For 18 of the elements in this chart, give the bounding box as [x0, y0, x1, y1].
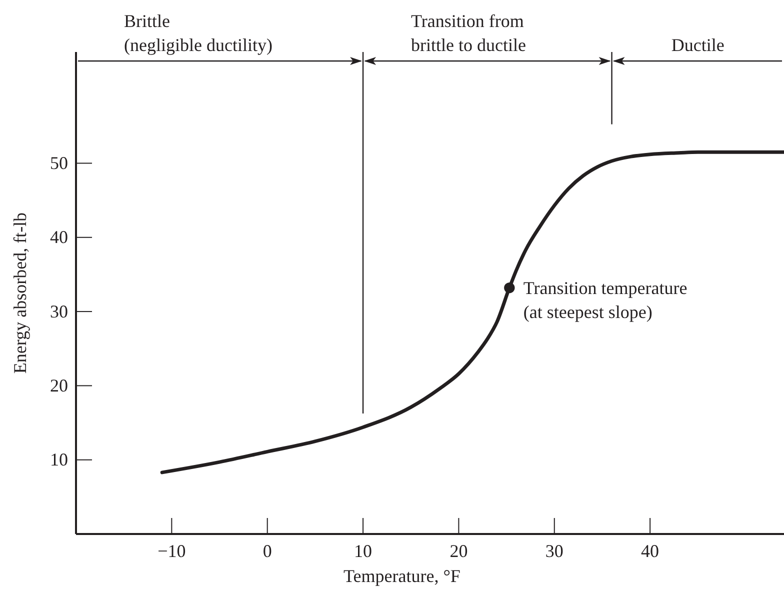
x-tick-label: 20 — [450, 540, 468, 561]
x-tick-label: 10 — [354, 540, 372, 561]
x-axis-title: Temperature, °F — [344, 566, 460, 586]
line-series — [160, 150, 784, 474]
y-tick-label: 50 — [50, 152, 68, 173]
y-axis-title: Energy absorbed, ft-lb — [10, 212, 30, 374]
y-tick-label: 40 — [50, 227, 68, 248]
x-tick-label: 0 — [262, 540, 272, 561]
x-tick-label: 30 — [545, 540, 564, 561]
annotation: Brittle (negligible ductility) — [124, 11, 272, 55]
y-tick-label: 10 — [50, 450, 68, 470]
x-tick-label: −10 — [158, 540, 186, 561]
annotation: Transition temperature (at steepest slope) — [523, 278, 688, 322]
y-tick-label: 30 — [50, 301, 68, 322]
annotation: Transition from brittle to ductile — [411, 11, 526, 55]
annotation: Ductile — [671, 35, 724, 55]
y-tick-label: 20 — [50, 375, 68, 396]
x-tick-label: 40 — [641, 540, 660, 561]
